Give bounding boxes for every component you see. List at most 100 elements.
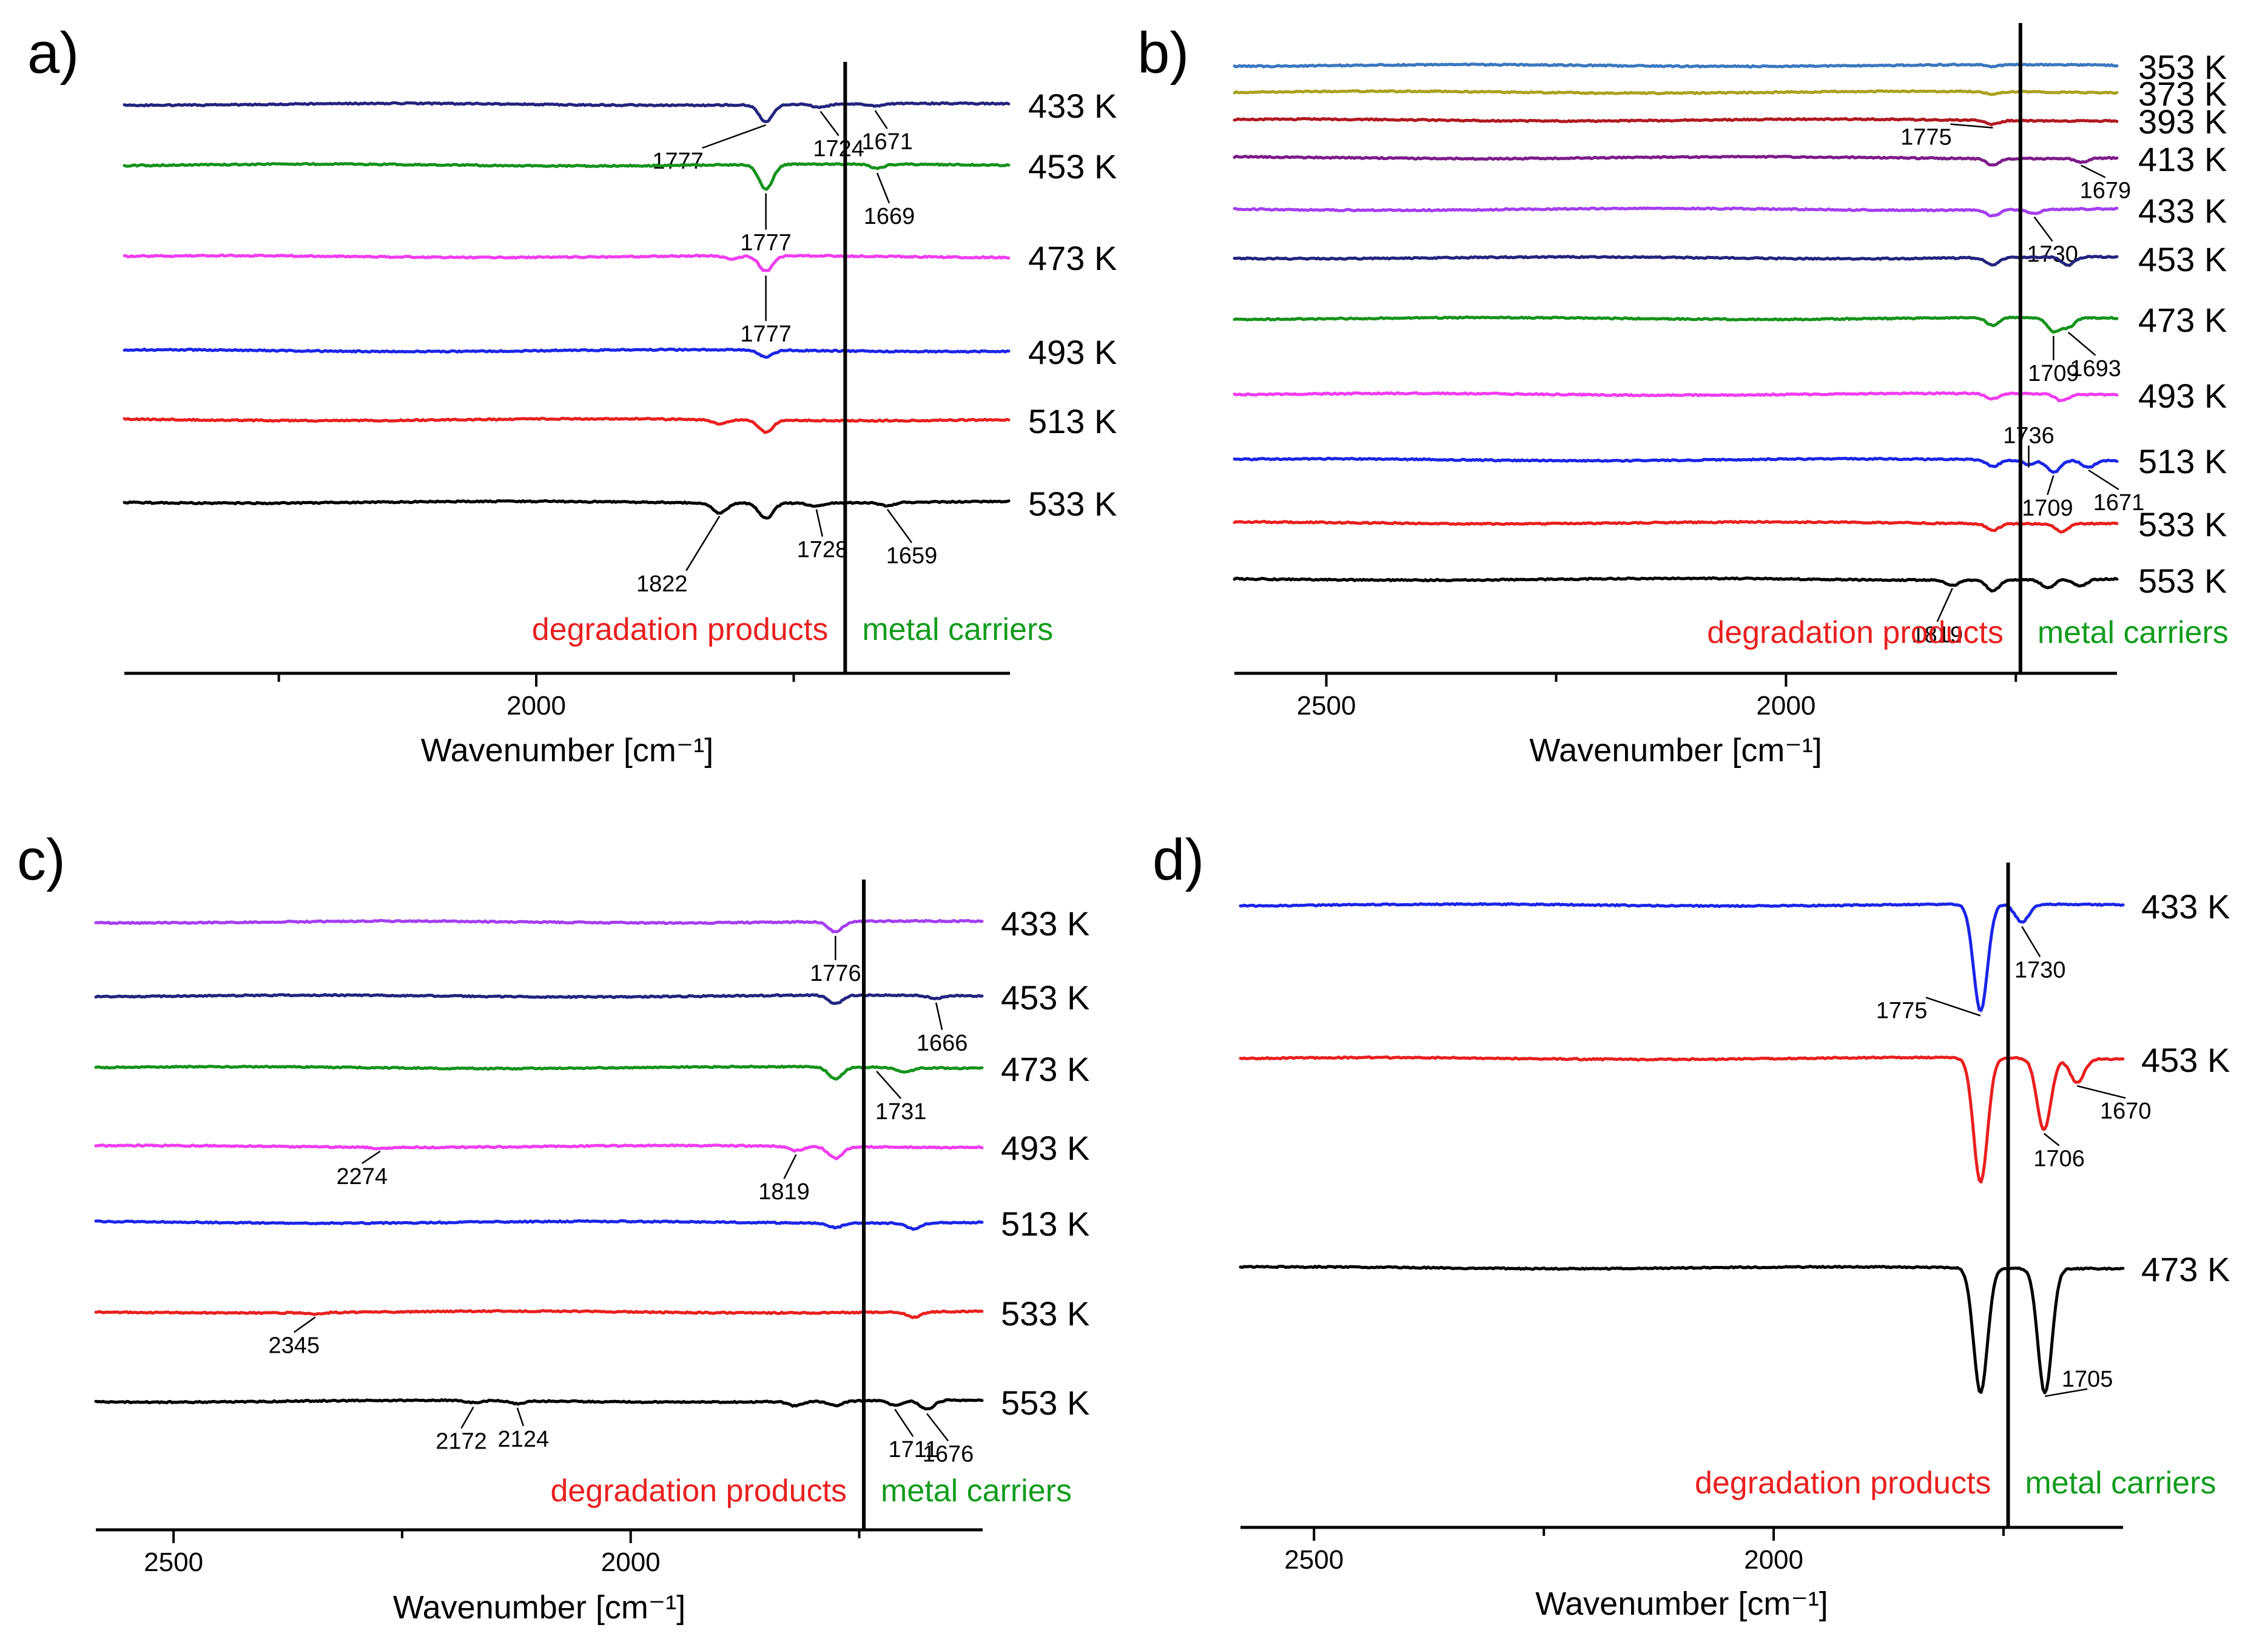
series-label: 473 K xyxy=(2138,301,2227,339)
annotation-leader xyxy=(2043,1132,2060,1146)
series-label: 353 K xyxy=(2138,48,2227,86)
series-line-533-K xyxy=(94,1308,984,1319)
series-line-473-K xyxy=(1239,1265,2125,1395)
region-label-metal: metal carriers xyxy=(881,1473,1072,1509)
series-line-513-K xyxy=(123,417,1011,434)
peak-annotation: 2172 xyxy=(436,1429,487,1455)
annotation-leader xyxy=(2088,469,2119,491)
annotation-leader xyxy=(2047,475,2054,496)
series-line-553-K xyxy=(94,1398,984,1411)
series-label: 553 K xyxy=(1001,1384,1089,1422)
series-line-453-K xyxy=(1239,1055,2125,1184)
series-label: 473 K xyxy=(1028,239,1117,277)
series-label: 513 K xyxy=(1001,1205,1089,1243)
annotation-leader xyxy=(460,1406,474,1429)
series-line-433-K xyxy=(123,101,1011,123)
x-tick-label: 2500 xyxy=(1284,1545,1344,1575)
annotation-leader xyxy=(685,516,721,571)
x-axis-title: Wavenumber [cm⁻¹] xyxy=(1529,732,1822,769)
peak-annotation: 1819 xyxy=(758,1179,810,1205)
annotation-leader xyxy=(874,110,888,129)
series-line-553-K xyxy=(1233,576,2119,593)
series-line-473-K xyxy=(1233,315,2119,334)
series-line-533-K xyxy=(123,499,1011,520)
peak-annotation: 1666 xyxy=(917,1031,968,1056)
region-label-metal: metal carriers xyxy=(862,612,1053,647)
peak-annotation: 1775 xyxy=(1876,998,1928,1023)
peak-annotation: 1736 xyxy=(2003,423,2054,449)
annotation-leader xyxy=(894,1408,914,1437)
peak-annotation: 2345 xyxy=(268,1333,320,1358)
panel-c: c) 433 K 1776 453 K 1666 473 K 1731 493 K 2274 18… xyxy=(17,827,1089,1626)
x-tick-label: 2500 xyxy=(144,1547,203,1577)
series-line-433-K xyxy=(1239,902,2125,1012)
peak-annotation: 1775 xyxy=(1900,125,1952,150)
region-label-degradation: degradation products xyxy=(1707,615,2004,650)
series-line-453-K xyxy=(1233,254,2119,268)
series-line-493-K xyxy=(1233,391,2119,403)
peak-annotation: 1777 xyxy=(740,231,792,256)
series-label: 453 K xyxy=(1001,978,1089,1017)
series-label: 533 K xyxy=(1001,1294,1089,1333)
annotation-leader xyxy=(2021,926,2041,958)
annotation-leader xyxy=(2033,216,2053,242)
annotation-leader xyxy=(702,124,767,149)
series-label: 453 K xyxy=(1028,147,1117,186)
peak-annotation: 1711 xyxy=(888,1437,938,1462)
series-label: 373 K xyxy=(2138,75,2227,113)
annotation-leader xyxy=(819,110,840,136)
region-label-degradation: degradation products xyxy=(532,612,829,647)
annotation-leader xyxy=(1950,123,1993,129)
series-line-433-K xyxy=(94,918,984,934)
peak-annotation: 1676 xyxy=(923,1441,974,1467)
peak-annotation: 1670 xyxy=(2100,1099,2152,1124)
x-axis-title: Wavenumber [cm⁻¹] xyxy=(421,732,714,769)
series-line-473-K xyxy=(94,1065,984,1081)
peak-annotation: 1730 xyxy=(2027,242,2078,268)
series-line-533-K xyxy=(1233,520,2119,534)
peak-annotation: 1776 xyxy=(810,961,861,986)
x-axis-title: Wavenumber [cm⁻¹] xyxy=(1535,1586,1828,1622)
series-label: 473 K xyxy=(2141,1250,2230,1288)
peak-annotation: 1671 xyxy=(861,129,913,155)
series-label: 493 K xyxy=(1001,1129,1089,1167)
series-line-513-K xyxy=(94,1219,984,1231)
peak-annotation: 1819 xyxy=(1911,622,1963,648)
peak-annotation: 1705 xyxy=(2062,1367,2113,1392)
series-line-473-K xyxy=(123,254,1011,272)
series-line-453-K xyxy=(123,162,1011,191)
annotation-leader xyxy=(886,508,912,544)
x-axis-title: Wavenumber [cm⁻¹] xyxy=(393,1589,686,1626)
series-label: 533 K xyxy=(1028,485,1117,523)
peak-annotation: 1731 xyxy=(875,1099,927,1125)
x-tick-label: 2000 xyxy=(1744,1545,1803,1575)
x-tick-label: 2000 xyxy=(506,691,566,721)
annotation-leader xyxy=(876,172,890,204)
annotation-leader xyxy=(2044,1388,2088,1398)
series-label: 453 K xyxy=(2141,1041,2230,1079)
panel-letter: a) xyxy=(27,21,79,86)
series-label: 533 K xyxy=(2138,505,2227,544)
annotation-leader xyxy=(876,1071,902,1099)
series-line-393-K xyxy=(1233,116,2119,127)
x-tick-label: 2000 xyxy=(601,1547,661,1577)
series-line-513-K xyxy=(1233,456,2119,474)
region-label-degradation: degradation products xyxy=(1695,1466,1991,1501)
annotation-leader xyxy=(783,1154,797,1179)
series-label: 413 K xyxy=(2138,140,2227,178)
series-label: 433 K xyxy=(2138,192,2227,230)
peak-annotation: 1679 xyxy=(2080,178,2132,204)
panel-letter: d) xyxy=(1153,827,1204,892)
peak-annotation: 1777 xyxy=(652,149,704,174)
region-label-degradation: degradation products xyxy=(550,1473,847,1509)
annotation-leader xyxy=(2081,164,2106,178)
series-label: 433 K xyxy=(2141,887,2230,926)
series-label: 433 K xyxy=(1028,87,1117,125)
series-label: 393 K xyxy=(2138,103,2227,141)
annotation-leader xyxy=(1925,997,1981,1017)
annotation-leader xyxy=(294,1316,316,1333)
annotation-leader xyxy=(815,509,824,537)
annotation-leader xyxy=(362,1150,381,1164)
